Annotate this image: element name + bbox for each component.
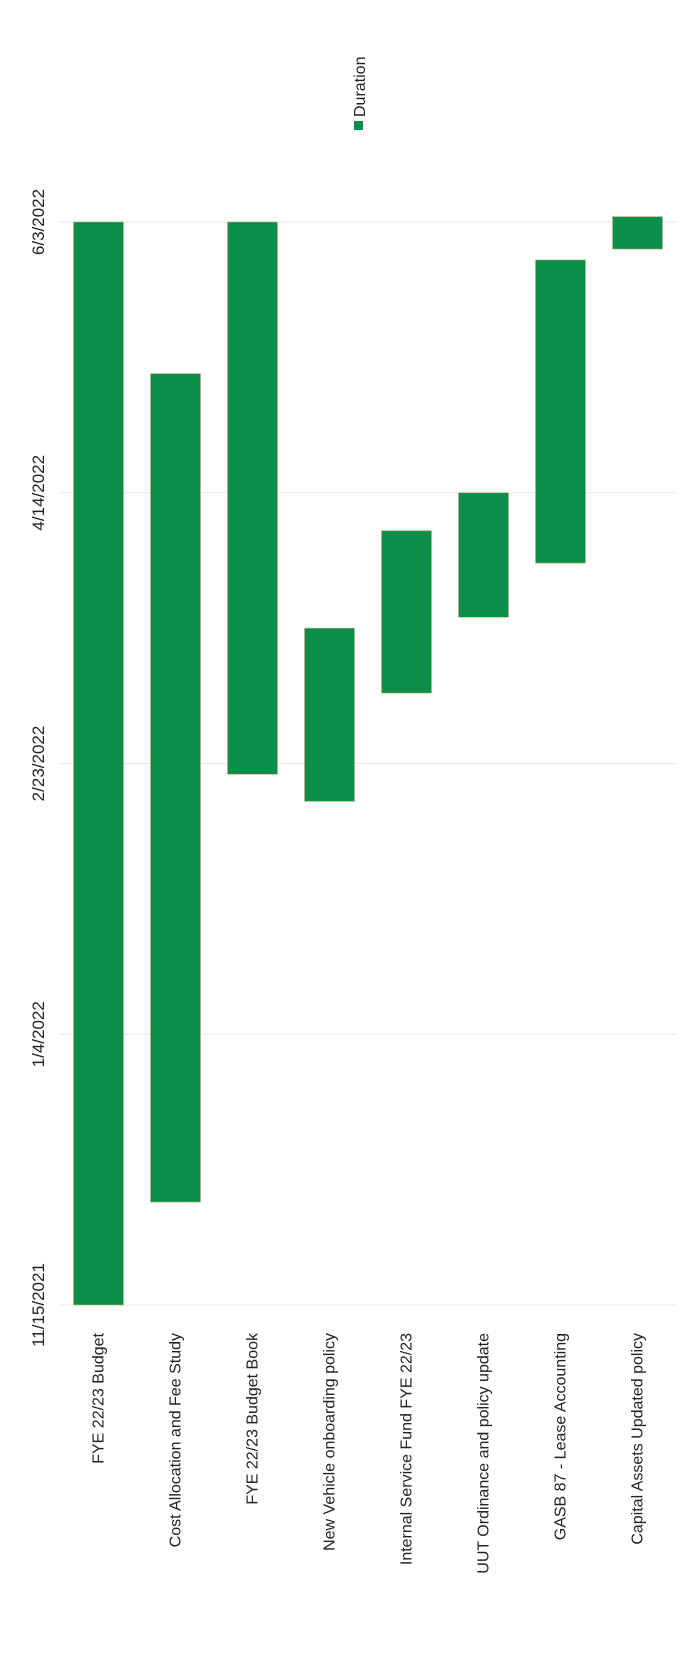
category-axis: FYE 22/23 Budget Cost Allocation and Fee … bbox=[91, 1332, 647, 1574]
date-tick-label: 1/4/2022 bbox=[29, 1001, 48, 1067]
date-tick-label: 4/14/2022 bbox=[29, 455, 48, 531]
date-tick-label: 6/3/2022 bbox=[29, 189, 48, 255]
duration-bar bbox=[150, 373, 201, 1203]
category-label: FYE 22/23 Budget Book bbox=[245, 1332, 262, 1505]
duration-bar bbox=[612, 216, 663, 250]
legend-swatch bbox=[354, 121, 363, 130]
duration-bar bbox=[458, 492, 509, 618]
date-tick-label: 2/23/2022 bbox=[29, 726, 48, 802]
category-label: UUT Ordinance and policy update bbox=[476, 1333, 493, 1574]
category-label: New Vehicle onboarding policy bbox=[322, 1333, 339, 1551]
category-label: FYE 22/23 Budget bbox=[91, 1332, 108, 1463]
duration-bars bbox=[73, 216, 663, 1306]
duration-bar bbox=[73, 221, 124, 1306]
category-label: Cost Allocation and Fee Study bbox=[168, 1333, 185, 1547]
category-label: Internal Service Fund FYE 22/23 bbox=[399, 1333, 416, 1565]
duration-bar bbox=[381, 530, 432, 694]
category-label: Capital Assets Updated policy bbox=[630, 1333, 647, 1545]
date-tick-label: 11/15/2021 bbox=[29, 1263, 48, 1347]
duration-bar bbox=[304, 627, 355, 802]
duration-bar bbox=[227, 221, 278, 775]
category-label: GASB 87 - Lease Accounting bbox=[553, 1333, 570, 1540]
legend: Duration bbox=[352, 57, 369, 130]
duration-bar bbox=[535, 259, 586, 564]
legend-label-duration: Duration bbox=[352, 57, 369, 117]
date-axis: 11/15/2021 1/4/2022 2/23/2022 4/14/2022 6/3/… bbox=[29, 189, 48, 1347]
